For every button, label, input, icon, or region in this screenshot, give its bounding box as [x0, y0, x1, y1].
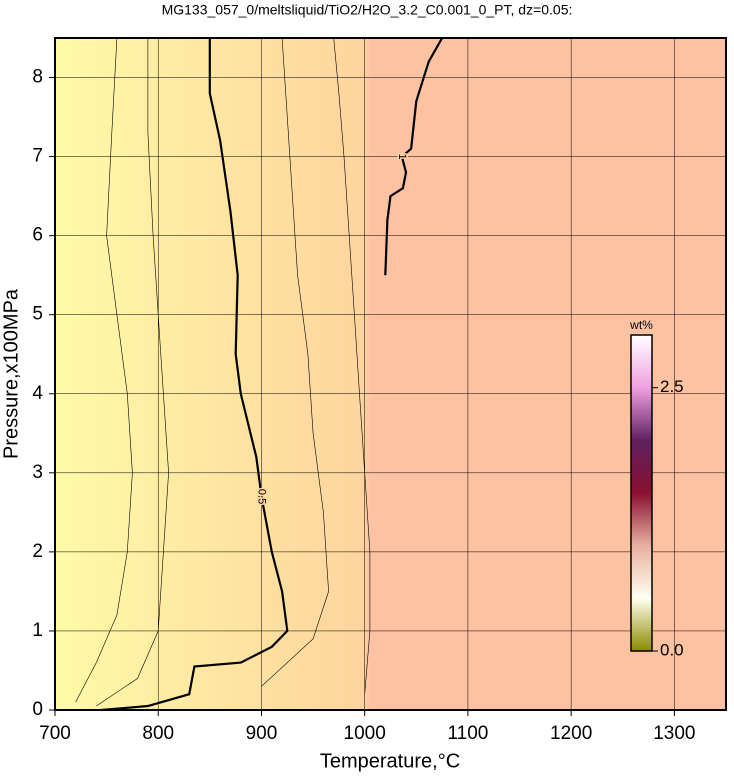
plot-background — [55, 38, 726, 710]
x-tick-label: 1300 — [653, 723, 695, 744]
y-tick-label: 7 — [32, 146, 43, 167]
contour-line — [261, 37, 329, 687]
y-tick-label: 5 — [32, 304, 43, 325]
plot-frame — [54, 37, 727, 711]
colorbar — [630, 334, 653, 652]
x-tick-label: 800 — [142, 723, 174, 744]
contour-line — [75, 37, 133, 703]
x-tick-label: 900 — [246, 723, 278, 744]
contour-label: 1 — [396, 154, 408, 160]
x-tick-label: 700 — [39, 723, 71, 744]
y-tick-label: 2 — [32, 541, 43, 562]
contour-label: 0.5 — [256, 489, 268, 504]
contour-line — [333, 37, 371, 695]
chart-title: MG133_057_0/meltsliquid/TiO2/H2O_3.2_C0.… — [162, 2, 573, 18]
y-axis-label: Pressure,x100MPa — [0, 288, 22, 459]
y-tick-label: 8 — [32, 67, 43, 88]
y-tick-label: 6 — [32, 225, 43, 246]
colorbar-label: wt% — [629, 318, 653, 332]
y-tick-label: 4 — [32, 383, 43, 404]
contour-line — [101, 38, 289, 712]
y-tick-label: 3 — [32, 462, 43, 483]
y-tick-label: 1 — [32, 620, 43, 641]
contour-line — [384, 37, 444, 276]
x-tick-label: 1200 — [550, 723, 592, 744]
x-tick-label: 1000 — [344, 723, 386, 744]
x-tick-label: 1100 — [447, 723, 488, 744]
contour-line — [96, 38, 169, 707]
y-tick-label: 0 — [32, 699, 43, 720]
colorbar-tick-label: 2.5 — [660, 377, 684, 396]
x-axis-label: Temperature,°C — [320, 750, 460, 772]
colorbar-tick-label: 0.0 — [660, 640, 684, 659]
